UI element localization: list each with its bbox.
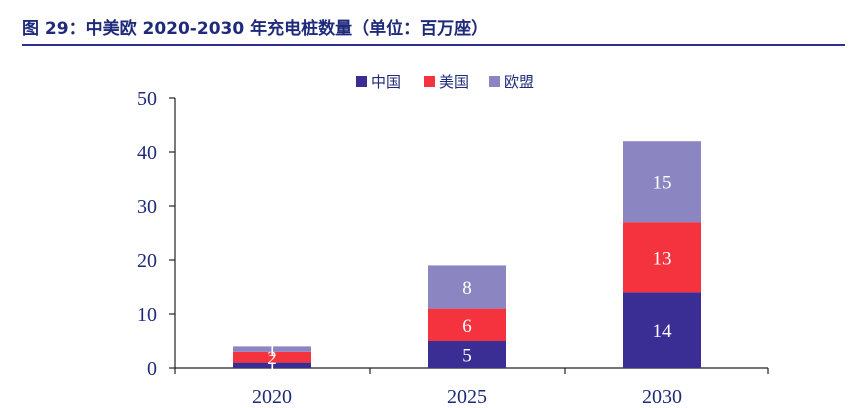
data-label: 13 (653, 248, 672, 269)
y-tick-label: 50 (137, 88, 157, 110)
bar-segment (233, 362, 311, 368)
bar-segment (233, 346, 311, 352)
chart-title: 图 29：中美欧 2020-2030 年充电桩数量（单位：百万座） (22, 19, 489, 39)
y-tick-label: 30 (137, 196, 157, 218)
y-tick-label: 10 (137, 304, 157, 326)
x-tick-label: 2020 (252, 386, 292, 408)
legend-label: 中国 (371, 73, 401, 91)
legend-swatch (489, 76, 500, 87)
data-label: 1 (267, 340, 277, 361)
legend-swatch (424, 76, 435, 87)
legend-label: 美国 (439, 73, 469, 91)
data-label: 8 (462, 278, 472, 299)
data-label: 14 (653, 321, 673, 342)
data-label: 6 (462, 316, 472, 337)
bar-segment (623, 141, 701, 223)
data-label: 5 (462, 346, 472, 367)
bar-segment (428, 265, 506, 309)
title-divider (22, 44, 845, 46)
y-tick-label: 40 (137, 142, 157, 164)
data-label: 2 (267, 348, 277, 369)
bar-segment (233, 351, 311, 363)
bar-segment (623, 292, 701, 368)
data-label: 1 (267, 356, 277, 377)
x-tick-label: 2025 (447, 386, 487, 408)
bar-segment (623, 222, 701, 293)
x-tick-label: 2030 (642, 386, 682, 408)
data-label: 15 (653, 173, 672, 194)
bar-segment (428, 341, 506, 368)
legend-swatch (356, 76, 367, 87)
y-tick-label: 20 (137, 250, 157, 272)
bar-segment (428, 308, 506, 341)
legend: 中国 美国 欧盟 (356, 73, 534, 91)
legend-label: 欧盟 (504, 73, 534, 91)
y-tick-label: 0 (147, 358, 157, 380)
